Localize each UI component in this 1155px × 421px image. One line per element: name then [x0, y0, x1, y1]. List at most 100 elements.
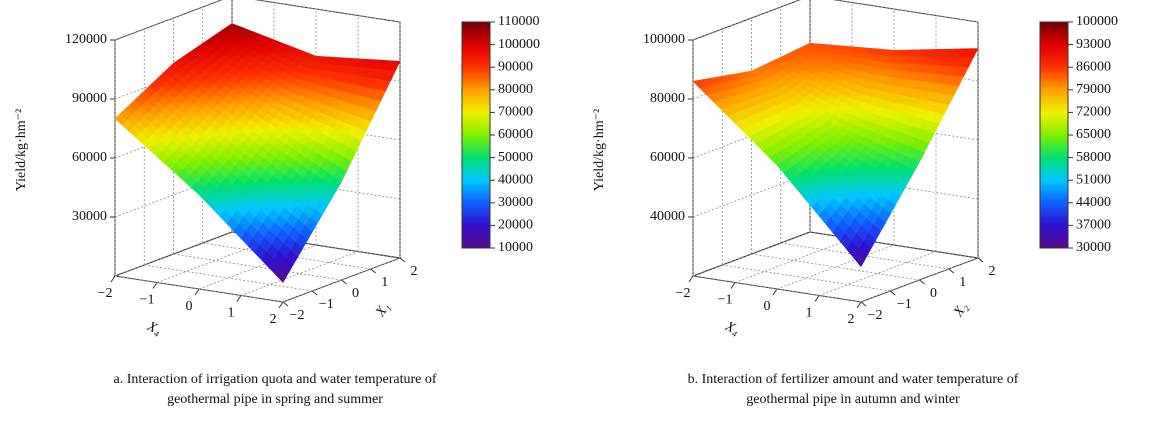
caption: a. Interaction of irrigation quota and w…: [113, 372, 436, 387]
x-tick: [236, 295, 242, 302]
colorbar: [461, 21, 491, 249]
grid-line: [776, 244, 895, 290]
colorbar-tick-label: 90000: [498, 59, 533, 74]
y-tick-label: −2: [290, 308, 305, 323]
x-tick: [688, 275, 694, 283]
grid-line: [692, 275, 862, 303]
colorbar-tick-label: 72000: [1076, 105, 1111, 120]
grid-line: [144, 264, 313, 292]
grid-line: [114, 231, 233, 277]
x-tick: [278, 301, 284, 309]
colorbar-tick-label: 70000: [498, 105, 533, 120]
colorbar-tick-label: 10000: [498, 240, 533, 255]
grid-line: [240, 251, 359, 296]
x-tick: [772, 288, 778, 296]
y-axis-title: X₂: [951, 300, 972, 321]
x-tick-label: −1: [140, 293, 155, 308]
z-tick-label: 90000: [72, 91, 107, 106]
x-tick: [152, 282, 158, 289]
y-tick: [399, 257, 406, 263]
grid-line: [692, 231, 811, 277]
colorbar-tick-label: 100000: [498, 37, 540, 52]
grid-line: [818, 251, 937, 296]
x-axis-title: X₄: [144, 319, 164, 339]
surface: [114, 23, 401, 283]
grid-line: [833, 0, 979, 23]
y-tick-label: 2: [989, 264, 996, 279]
caption: geothermal pipe in autumn and winter: [746, 392, 960, 407]
y-tick: [311, 290, 318, 296]
grid-line: [751, 253, 920, 281]
caption: b. Interaction of fertilizer amount and …: [688, 372, 1019, 387]
colorbar-tick-label: 110000: [498, 14, 539, 29]
y-tick-label: 0: [352, 286, 359, 301]
x-tick: [194, 288, 200, 296]
z-tick-label: 80000: [650, 91, 685, 106]
surface-cell: [275, 266, 289, 283]
x-tick-label: 0: [186, 299, 193, 314]
y-tick-label: −1: [897, 297, 912, 312]
x-axis-title: X₄: [722, 319, 742, 339]
colorbar-tick-label: 44000: [1076, 195, 1111, 210]
colorbar-tick-label: 93000: [1076, 37, 1111, 52]
y-tick-label: 1: [381, 275, 388, 290]
z-tick-label: 60000: [72, 150, 107, 165]
colorbar-tick-label: 20000: [498, 218, 533, 233]
y-tick: [919, 279, 925, 285]
x-tick: [730, 282, 736, 289]
colorbar-tick-label: 79000: [1076, 82, 1111, 97]
x-tick-label: −2: [98, 286, 113, 301]
x-tick-label: 1: [228, 306, 235, 321]
y-tick: [341, 279, 347, 285]
y-tick-label: −1: [319, 297, 334, 312]
x-tick-label: 1: [806, 306, 813, 321]
y-tick: [860, 301, 867, 307]
colorbar-tick-label: 58000: [1076, 150, 1111, 165]
x-tick: [814, 295, 820, 302]
y-tick-label: 0: [930, 286, 937, 301]
grid-line: [282, 257, 401, 303]
grid-line: [692, 0, 801, 41]
x-tick-label: −1: [718, 293, 733, 308]
x-tick-label: 2: [848, 312, 855, 327]
colorbar-tick-label: 30000: [1076, 240, 1111, 255]
panel: 30000 60000 90000 120000 −2 −1 0 1 2 −2 −1 0 1 2 Yield…: [14, 0, 540, 407]
colorbar: [1039, 21, 1069, 249]
panel: 40000 60000 80000 100000 −2 −1 0 1 2 −2 −1 0 1 2 Yield…: [592, 0, 1118, 407]
x-tick-label: 2: [270, 312, 277, 327]
y-tick: [889, 290, 896, 296]
z-tick-label: 30000: [72, 209, 107, 224]
grid-line: [734, 238, 853, 283]
grid-line: [722, 264, 891, 292]
colorbar-tick-label: 30000: [498, 195, 533, 210]
y-tick: [370, 268, 377, 274]
y-tick-label: −2: [868, 308, 883, 323]
colorbar-tick-label: 86000: [1076, 59, 1111, 74]
z-tick-label: 120000: [65, 32, 107, 47]
z-tick-label: 100000: [643, 32, 685, 47]
grid-line: [114, 275, 284, 303]
y-tick-label: 1: [959, 275, 966, 290]
x-tick-label: 0: [764, 299, 771, 314]
x-tick: [110, 275, 116, 283]
y-tick-label: 2: [411, 264, 418, 279]
y-tick: [282, 301, 289, 307]
y-axis-title: X₁: [373, 300, 394, 320]
surface: [692, 42, 979, 268]
z-tick-label: 40000: [650, 209, 685, 224]
grid-line: [860, 257, 979, 303]
colorbar-tick-label: 37000: [1076, 218, 1111, 233]
grid-line: [114, 0, 223, 41]
z-axis-title: Yield/kg·hm⁻²: [592, 109, 607, 191]
z-tick-label: 60000: [650, 150, 685, 165]
grid-line: [173, 253, 342, 281]
caption: geothermal pipe in spring and summer: [167, 392, 383, 407]
colorbar-tick-label: 50000: [498, 150, 533, 165]
x-tick-label: −2: [676, 286, 691, 301]
colorbar-tick-label: 40000: [498, 172, 533, 187]
colorbar-tick-label: 80000: [498, 82, 533, 97]
x-tick: [856, 301, 862, 309]
z-axis-title: Yield/kg·hm⁻²: [14, 109, 29, 191]
colorbar-tick-label: 65000: [1076, 127, 1111, 142]
